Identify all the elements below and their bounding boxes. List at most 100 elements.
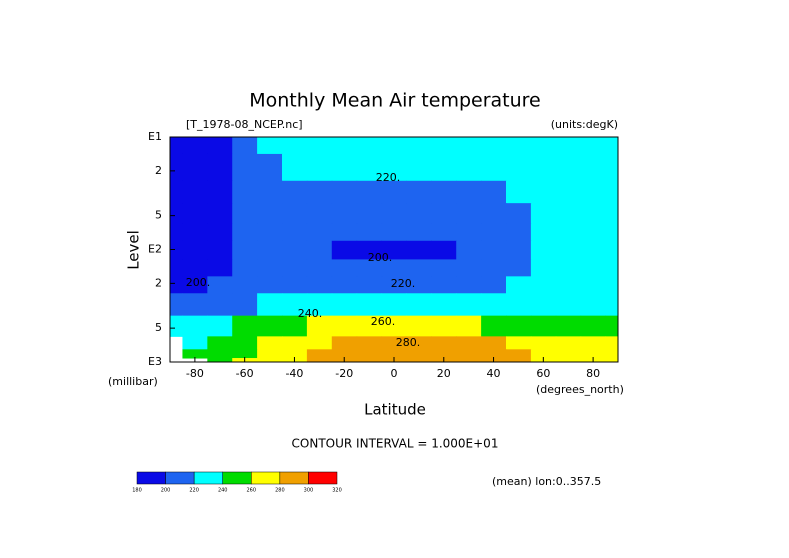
- field-cell: [530, 315, 557, 337]
- field-cell: [232, 336, 258, 350]
- field-cell: [456, 336, 482, 350]
- field-cell: [282, 315, 308, 337]
- field-cell: [170, 276, 183, 294]
- field-cell: [232, 153, 258, 182]
- field-cell: [170, 137, 183, 155]
- field-cell: [282, 349, 308, 359]
- field-cell: [580, 137, 607, 155]
- field-cell: [356, 203, 383, 225]
- field-cell: [605, 153, 619, 182]
- field-cell: [381, 349, 407, 359]
- field-cell: [431, 153, 457, 182]
- field-cell: [406, 259, 432, 277]
- field-cell: [406, 180, 432, 204]
- field-cell: [170, 180, 183, 204]
- field-cell: [306, 293, 333, 317]
- field-cell: [580, 349, 607, 359]
- field-cell: [431, 349, 457, 359]
- field-cell: [506, 315, 532, 337]
- field-cell: [331, 137, 358, 155]
- field-cell: [282, 276, 308, 294]
- field-cell: [406, 315, 432, 337]
- field-cell: [356, 358, 383, 363]
- field-cell: [555, 223, 582, 242]
- field-cell: [456, 223, 482, 242]
- x-tick-label: -80: [186, 367, 204, 380]
- y-tick-label: 5: [155, 321, 162, 334]
- field-cell: [170, 293, 183, 317]
- field-cell: [207, 240, 233, 260]
- contour-label: 240.: [298, 307, 323, 320]
- field-cell: [356, 315, 383, 337]
- field-cell: [506, 203, 532, 225]
- colorbar-swatch: [165, 471, 195, 485]
- field-cell: [282, 293, 308, 317]
- field-cell: [481, 336, 507, 350]
- field-cell: [605, 293, 619, 317]
- field-cell: [331, 180, 358, 204]
- field-cell: [481, 349, 507, 359]
- field-cell: [406, 223, 432, 242]
- field-cell: [431, 336, 457, 350]
- field-cell: [257, 180, 283, 204]
- colorbar-label: 200: [161, 488, 171, 494]
- field-cell: [406, 349, 432, 359]
- colorbar-swatch: [222, 471, 252, 485]
- field: [170, 137, 619, 363]
- field-cell: [331, 349, 358, 359]
- field-cell: [182, 137, 208, 155]
- field-cell: [182, 259, 208, 277]
- field-cell: [282, 223, 308, 242]
- field-cell: [431, 259, 457, 277]
- field-cell: [207, 358, 233, 363]
- field-cell: [481, 153, 507, 182]
- colorbar-swatch: [308, 471, 338, 485]
- field-cell: [356, 276, 383, 294]
- colorbar-label: 260: [247, 488, 257, 494]
- field-cell: [530, 203, 557, 225]
- field-cell: [257, 203, 283, 225]
- field-cell: [431, 137, 457, 155]
- field-cell: [555, 336, 582, 350]
- field-cell: [306, 203, 333, 225]
- field-cell: [331, 293, 358, 317]
- y-tick-label: 5: [155, 209, 162, 222]
- field-cell: [456, 358, 482, 363]
- x-tick-label: 60: [536, 367, 550, 380]
- field-cell: [182, 276, 208, 294]
- field-cell: [306, 259, 333, 277]
- field-cell: [555, 203, 582, 225]
- field-cell: [580, 336, 607, 350]
- field-cell: [605, 259, 619, 277]
- field-cell: [170, 259, 183, 277]
- field-cell: [207, 336, 233, 350]
- field-cell: [506, 293, 532, 317]
- field-cell: [170, 223, 183, 242]
- field-cell: [182, 336, 208, 350]
- contour-label: 280.: [396, 336, 421, 349]
- field-cell: [406, 137, 432, 155]
- field-cell: [331, 276, 358, 294]
- colorbar-label: 220: [189, 488, 199, 494]
- field-cell: [257, 349, 283, 359]
- field-cell: [282, 336, 308, 350]
- field-cell: [331, 315, 358, 337]
- field-cell: [381, 293, 407, 317]
- field-cell: [431, 223, 457, 242]
- field-cell: [306, 276, 333, 294]
- field-cell: [555, 293, 582, 317]
- field-cell: [605, 240, 619, 260]
- contour-interval: CONTOUR INTERVAL = 1.000E+01: [292, 437, 499, 451]
- x-axis-label: Latitude: [364, 401, 426, 419]
- field-cell: [555, 180, 582, 204]
- field-cell: [456, 180, 482, 204]
- field-cell: [356, 153, 383, 182]
- field-cell: [257, 137, 283, 155]
- colorbar-label: 240: [218, 488, 228, 494]
- x-tick-label: 0: [391, 367, 398, 380]
- field-cell: [456, 293, 482, 317]
- x-tick-label: 20: [437, 367, 451, 380]
- field-cell: [406, 276, 432, 294]
- field-cell: [530, 349, 557, 359]
- colorbar-label: 300: [304, 488, 314, 494]
